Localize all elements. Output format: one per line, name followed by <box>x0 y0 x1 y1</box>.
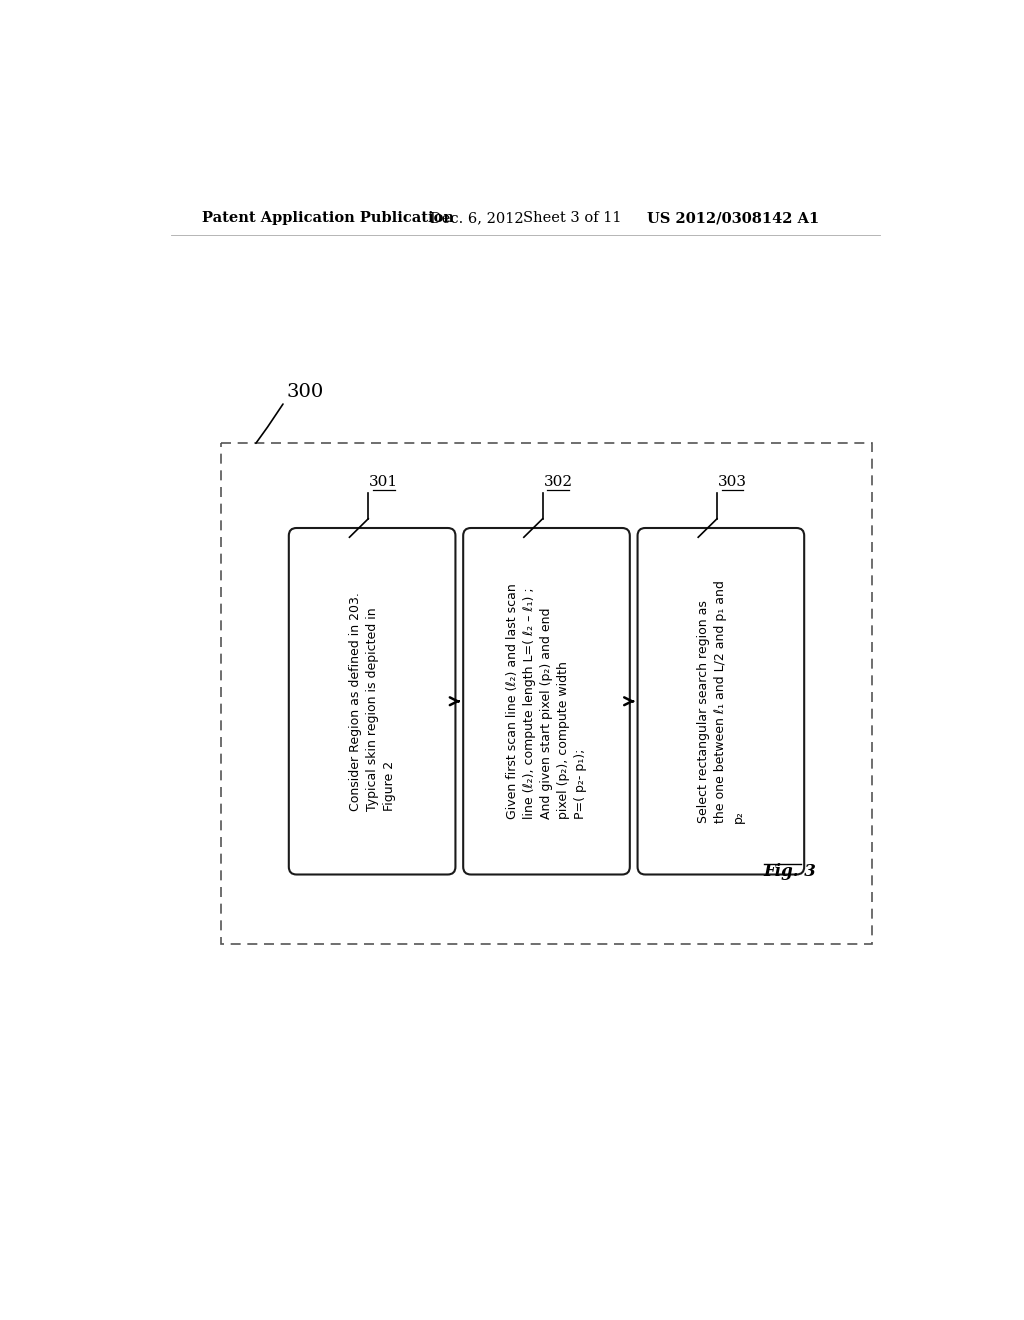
Text: Dec. 6, 2012: Dec. 6, 2012 <box>430 211 524 226</box>
Text: 302: 302 <box>544 475 572 490</box>
Text: 303: 303 <box>718 475 746 490</box>
Text: Sheet 3 of 11: Sheet 3 of 11 <box>523 211 622 226</box>
Text: Patent Application Publication: Patent Application Publication <box>202 211 454 226</box>
FancyBboxPatch shape <box>638 528 804 874</box>
Text: Fig. 3: Fig. 3 <box>764 863 816 880</box>
FancyBboxPatch shape <box>463 528 630 874</box>
Text: Given first scan line (ℓ₂) and last scan
line (ℓ₂), compute length L=( ℓ₂ – ℓ₁) : Given first scan line (ℓ₂) and last scan… <box>506 583 587 820</box>
Text: 301: 301 <box>370 475 398 490</box>
FancyBboxPatch shape <box>289 528 456 874</box>
Text: Consider Region as defined in 203.
Typical skin region is depicted in
Figure 2: Consider Region as defined in 203. Typic… <box>348 591 395 810</box>
Text: 300: 300 <box>287 383 325 401</box>
Text: US 2012/0308142 A1: US 2012/0308142 A1 <box>647 211 819 226</box>
Text: Select rectangular search region as
the one between ℓ₁ and L/2 and p₁ and
p₂: Select rectangular search region as the … <box>697 579 744 822</box>
